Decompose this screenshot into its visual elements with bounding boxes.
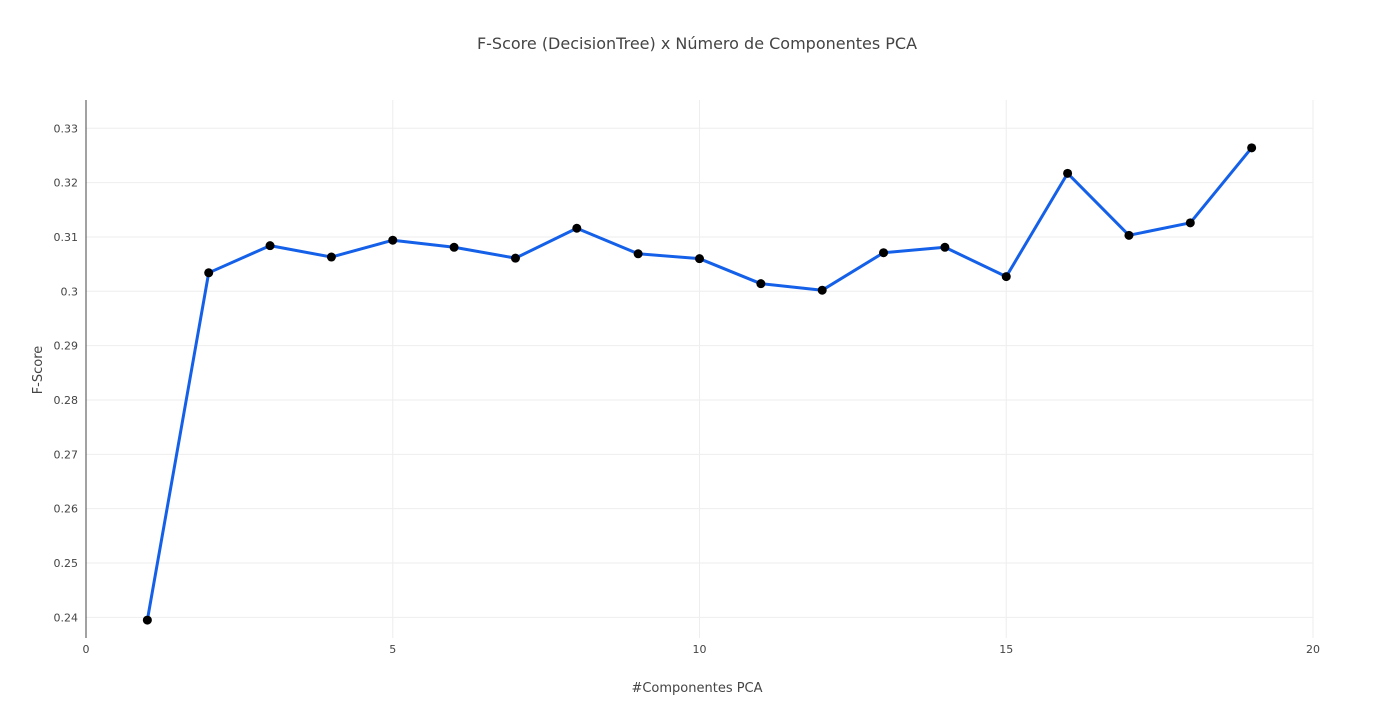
data-point: [449, 242, 459, 252]
y-tick-label: 0.24: [54, 611, 79, 624]
data-point: [1063, 168, 1073, 178]
x-axis-title: #Componentes PCA: [631, 681, 762, 696]
data-point: [265, 241, 275, 251]
x-tick-label: 10: [693, 643, 707, 656]
data-point: [879, 248, 889, 258]
series: [142, 143, 1257, 625]
y-tick-label: 0.31: [54, 231, 79, 244]
data-point: [633, 249, 643, 259]
data-point: [756, 279, 766, 289]
data-point: [1185, 218, 1195, 228]
data-point: [388, 235, 398, 245]
data-point: [940, 242, 950, 252]
data-point: [510, 253, 520, 263]
data-point: [1124, 230, 1134, 240]
y-tick-label: 0.29: [54, 340, 79, 353]
y-tick-label: 0.28: [54, 394, 79, 407]
x-tick-label: 20: [1306, 643, 1320, 656]
data-point: [142, 615, 152, 625]
x-tick-label: 5: [389, 643, 396, 656]
data-point: [695, 254, 704, 264]
y-tick-label: 0.25: [54, 557, 79, 570]
y-tick-labels: 0.24 0.25 0.26 0.27 0.28 0.29 0.3 0.31 0.32 0.33: [54, 122, 79, 624]
data-point: [1247, 143, 1257, 153]
y-axis-title: F-Score: [31, 346, 46, 395]
data-point: [204, 268, 214, 278]
y-tick-label: 0.3: [61, 285, 79, 298]
x-tick-labels: 0 5 10 15 20: [83, 643, 1321, 656]
x-tick-label: 0: [83, 643, 90, 656]
x-tick-label: 15: [999, 643, 1013, 656]
y-tick-label: 0.32: [54, 177, 79, 190]
grid: [86, 100, 1314, 638]
y-tick-label: 0.27: [54, 448, 79, 461]
chart-title: F-Score (DecisionTree) x Número de Compo…: [477, 34, 917, 53]
data-point: [1001, 272, 1011, 282]
data-point: [326, 252, 336, 262]
y-tick-label: 0.33: [54, 122, 79, 135]
data-point: [817, 285, 827, 295]
y-tick-label: 0.26: [54, 503, 79, 516]
data-point: [572, 223, 582, 233]
